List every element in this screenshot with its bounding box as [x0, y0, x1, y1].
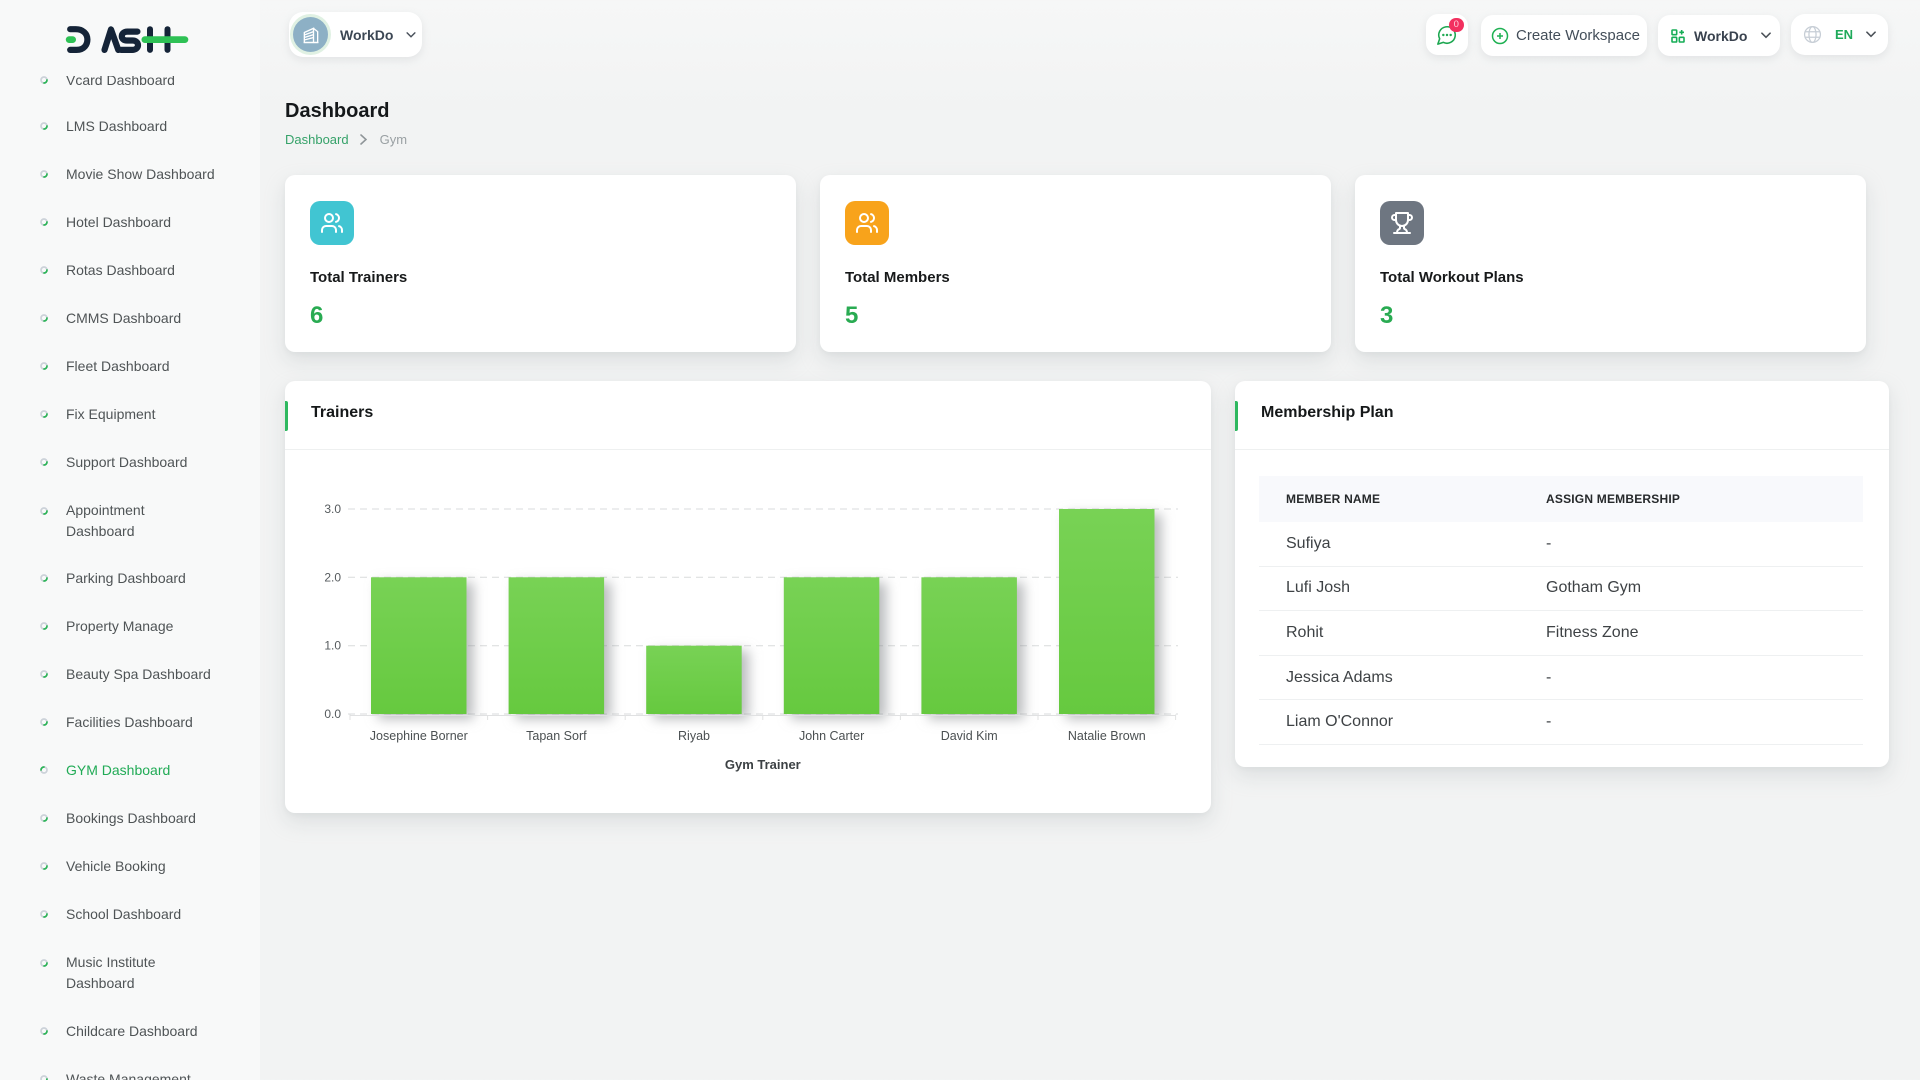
svg-text:Natalie Brown: Natalie Brown	[1068, 729, 1146, 743]
svg-text:Riyab: Riyab	[678, 729, 710, 743]
svg-text:2.0: 2.0	[324, 570, 341, 584]
svg-text:Gym Trainer: Gym Trainer	[725, 757, 801, 772]
svg-text:0.0: 0.0	[324, 707, 341, 721]
svg-text:3.0: 3.0	[324, 502, 341, 516]
svg-text:John Carter: John Carter	[799, 729, 864, 743]
svg-text:Josephine Borner: Josephine Borner	[370, 729, 468, 743]
svg-text:Tapan Sorf: Tapan Sorf	[526, 729, 587, 743]
svg-text:1.0: 1.0	[324, 639, 341, 653]
svg-text:David Kim: David Kim	[941, 729, 998, 743]
